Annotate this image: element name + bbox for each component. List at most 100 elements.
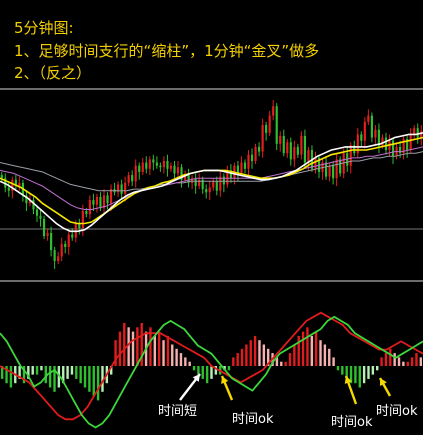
candle-body xyxy=(28,200,32,204)
candle-body xyxy=(265,125,268,133)
candle-body xyxy=(191,178,194,183)
candle-body xyxy=(169,165,173,169)
candle-body xyxy=(134,165,137,182)
candle-body xyxy=(152,159,155,163)
candle-body xyxy=(332,165,335,179)
candle-body xyxy=(257,146,261,152)
candle-body xyxy=(222,176,225,185)
candle-body xyxy=(7,187,10,191)
ma-slow-line xyxy=(0,151,423,192)
annotation-label: 时间ok xyxy=(331,415,373,430)
candle-body xyxy=(35,209,39,216)
candle-body xyxy=(148,159,151,169)
candle-body xyxy=(293,146,296,160)
candle-body xyxy=(71,234,74,238)
candle-body xyxy=(286,142,289,154)
candle-body xyxy=(324,162,328,177)
candle-body xyxy=(243,162,247,169)
candle-body xyxy=(116,184,120,193)
candle-body xyxy=(307,150,310,163)
macd-lines xyxy=(0,311,423,429)
candle-body xyxy=(99,196,102,208)
candle-body xyxy=(109,189,113,204)
candle-body xyxy=(356,134,359,154)
candle-body xyxy=(367,115,370,122)
annotation-arrow-head xyxy=(221,376,229,384)
candle-body xyxy=(176,167,180,174)
candle-body xyxy=(159,165,162,168)
candle-body xyxy=(141,162,144,172)
candle-body xyxy=(46,232,49,237)
candle-body xyxy=(384,137,388,151)
candle-body xyxy=(201,179,204,190)
candle-body xyxy=(120,184,123,194)
candle-body xyxy=(42,218,46,237)
candle-body xyxy=(254,146,257,161)
ma-yellow-line xyxy=(0,136,423,225)
candle-body xyxy=(57,256,60,262)
candle-body xyxy=(391,140,395,157)
candle-body xyxy=(300,135,303,155)
candle-body xyxy=(162,160,166,168)
candlesticks xyxy=(0,100,423,269)
candle-body xyxy=(219,176,222,191)
candle-body xyxy=(50,232,53,251)
candle-body xyxy=(339,159,342,174)
candle-body xyxy=(377,129,381,146)
candle-body xyxy=(236,165,240,174)
candle-body xyxy=(32,200,35,210)
candle-body xyxy=(402,139,405,154)
candle-body xyxy=(272,106,275,116)
candle-body xyxy=(187,175,190,183)
candle-body xyxy=(95,196,99,205)
candle-body xyxy=(67,234,70,247)
candle-body xyxy=(194,178,197,186)
candle-body xyxy=(296,146,299,155)
candle-body xyxy=(229,170,232,179)
candle-body xyxy=(124,182,127,194)
candle-body xyxy=(53,250,56,262)
candle-body xyxy=(81,211,84,229)
candle-body xyxy=(381,137,384,146)
candle-body xyxy=(39,215,42,219)
candle-body xyxy=(289,142,292,160)
candle-body xyxy=(205,189,208,193)
annotation-arrow-head xyxy=(380,378,387,386)
annotation-arrow-head xyxy=(192,374,200,382)
candle-body xyxy=(328,165,331,177)
candle-body xyxy=(138,165,141,172)
candle-body xyxy=(198,179,201,186)
candle-body xyxy=(303,135,307,163)
candle-body xyxy=(11,179,14,191)
ma-purple-line xyxy=(0,146,423,210)
candle-body xyxy=(78,223,81,229)
candle-body xyxy=(215,181,218,191)
candle-body xyxy=(409,134,412,151)
candle-body xyxy=(268,115,271,133)
candle-body xyxy=(64,243,67,247)
candle-body xyxy=(14,179,17,186)
candle-body xyxy=(155,162,158,166)
candle-body xyxy=(360,134,363,141)
candle-body xyxy=(102,195,106,208)
macd-histogram xyxy=(0,323,423,401)
candle-body xyxy=(106,195,109,204)
candle-body xyxy=(261,125,264,152)
candle-body xyxy=(250,154,254,161)
candle-body xyxy=(370,115,373,138)
candle-body xyxy=(240,162,243,174)
candle-body xyxy=(282,135,285,154)
candle-body xyxy=(212,181,215,188)
candle-body xyxy=(18,182,21,186)
candle-body xyxy=(275,106,278,144)
annotation-arrow-head xyxy=(344,376,352,384)
candle-body xyxy=(398,146,402,154)
candle-body xyxy=(173,165,176,174)
rule-1-text: 1、足够时间支行的“缩柱”，1分钟“金叉”做多 xyxy=(14,42,320,60)
candle-body xyxy=(166,160,169,169)
dif-line xyxy=(0,315,423,429)
candle-body xyxy=(363,121,366,141)
candle-body xyxy=(88,200,91,215)
dea-line xyxy=(0,311,423,421)
